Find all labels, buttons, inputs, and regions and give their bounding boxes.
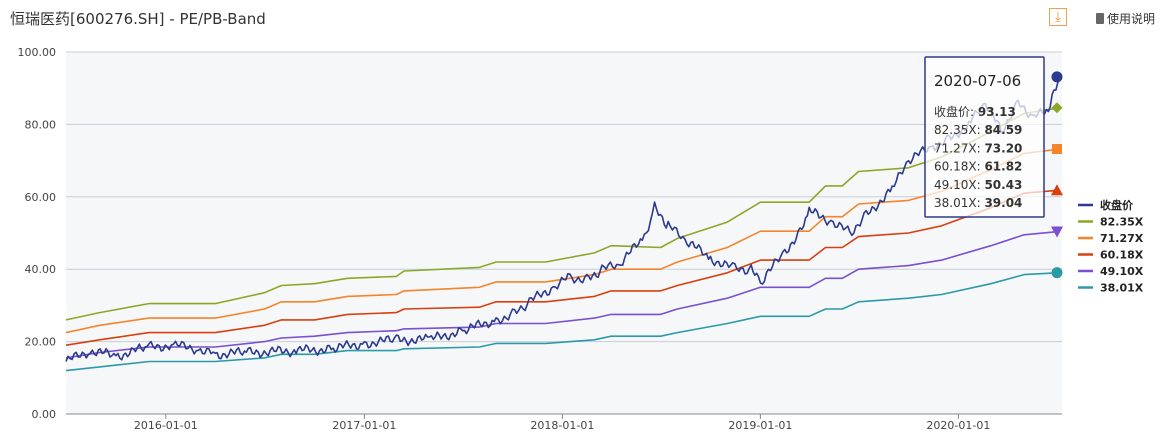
- help-label: 使用说明: [1107, 12, 1156, 26]
- tooltip-row-label: 71.27X:: [934, 141, 984, 155]
- series-end-marker: [1051, 184, 1063, 196]
- x-tick-label: 2018-01-01: [530, 419, 594, 432]
- legend-label: 60.18X: [1100, 249, 1144, 262]
- y-tick-label: 0.00: [32, 408, 57, 421]
- x-tick-label: 2020-01-01: [926, 419, 990, 432]
- tooltip-row-label: 60.18X:: [934, 160, 984, 174]
- series-line: [65, 230, 1060, 359]
- series-end-marker: [1051, 102, 1063, 114]
- legend-label: 49.10X: [1100, 265, 1144, 278]
- legend-label: 收盘价: [1100, 198, 1134, 212]
- series-end-marker: [1051, 71, 1063, 83]
- tooltip-row-value: 93.13: [978, 105, 1016, 119]
- tooltip-row-label: 49.10X:: [934, 178, 984, 192]
- x-tick-label: 2017-01-01: [332, 419, 396, 432]
- series-end-marker: [1051, 267, 1063, 279]
- tooltip-row-value: 39.04: [984, 196, 1022, 210]
- series-line: [65, 189, 1060, 346]
- series-line: [65, 76, 1061, 362]
- tooltip-row-value: 84.59: [984, 123, 1022, 137]
- y-tick-label: 60.00: [25, 191, 57, 204]
- legend-label: 38.01X: [1100, 282, 1144, 295]
- tooltip-row: 82.35X: 84.59: [934, 123, 1022, 137]
- tooltip-row: 71.27X: 73.20: [934, 141, 1022, 155]
- x-tick-label: 2016-01-01: [134, 419, 198, 432]
- y-tick-label: 20.00: [25, 336, 57, 349]
- tooltip-row: 收盘价: 93.13: [934, 104, 1016, 119]
- y-tick-label: 100.00: [18, 46, 57, 59]
- tooltip-row: 49.10X: 50.43: [934, 178, 1022, 192]
- series-line: [65, 107, 1060, 321]
- series-line: [65, 148, 1060, 334]
- tooltip-box: [924, 56, 1045, 218]
- page-title: 恒瑞医药[600276.SH] - PE/PB-Band: [10, 10, 266, 28]
- x-tick-label: 2019-01-01: [728, 419, 792, 432]
- tooltip-row: 60.18X: 61.82: [934, 160, 1022, 174]
- series-line: [65, 271, 1060, 372]
- tooltip-row-label: 38.01X:: [934, 196, 984, 210]
- book-icon: [1096, 13, 1104, 24]
- plot-area: [66, 52, 1062, 414]
- tooltip-row-value: 50.43: [984, 178, 1022, 192]
- tooltip-row-value: 73.20: [984, 141, 1022, 155]
- tooltip-row-value: 61.82: [984, 160, 1022, 174]
- tooltip-date: 2020-07-06: [934, 72, 1021, 90]
- y-tick-label: 40.00: [25, 263, 57, 276]
- help-link[interactable]: 使用说明: [1096, 10, 1155, 27]
- series-end-marker: [1052, 144, 1062, 155]
- tooltip-row-label: 82.35X:: [934, 123, 984, 137]
- download-icon[interactable]: ⤓: [1049, 8, 1067, 26]
- tooltip-row-label: 收盘价:: [934, 104, 978, 119]
- legend-label: 82.35X: [1100, 216, 1144, 229]
- series-end-marker: [1051, 226, 1063, 238]
- legend-label: 71.27X: [1100, 232, 1144, 245]
- y-tick-label: 80.00: [25, 118, 57, 131]
- tooltip-row: 38.01X: 39.04: [934, 196, 1022, 210]
